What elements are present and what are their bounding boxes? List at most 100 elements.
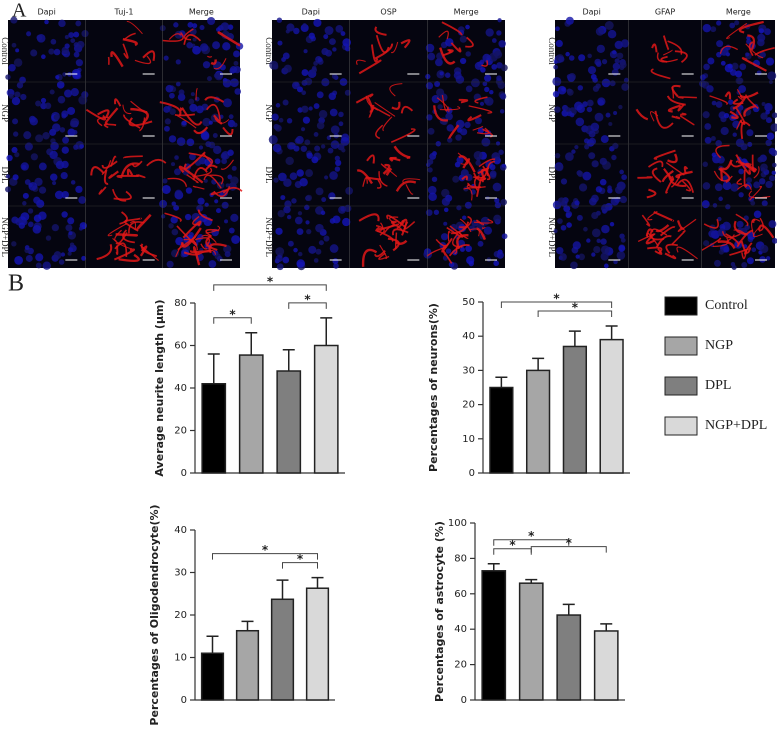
y-tick-label: 40	[462, 331, 475, 342]
cell-process	[186, 174, 199, 184]
cell-process	[748, 190, 771, 199]
nucleus	[738, 168, 745, 175]
nucleus	[68, 231, 73, 236]
nucleus	[190, 92, 195, 97]
cell-process	[355, 59, 366, 66]
nucleus	[770, 123, 777, 132]
nucleus	[618, 104, 623, 110]
bar	[525, 369, 551, 474]
nucleus	[222, 98, 232, 108]
nucleus	[747, 141, 753, 147]
nucleus	[197, 197, 205, 205]
nucleus	[313, 258, 319, 263]
error-bar	[276, 579, 289, 600]
nucleus	[338, 121, 344, 127]
cell-process	[206, 103, 221, 121]
nucleus	[445, 112, 453, 121]
nucleus	[718, 196, 723, 202]
significance-bracket	[530, 546, 607, 553]
cell-process	[222, 186, 243, 194]
nucleus	[24, 142, 33, 151]
cell-process	[663, 168, 675, 181]
y-tick-label: 20	[174, 426, 187, 437]
cell-process	[205, 228, 220, 238]
nucleus	[174, 189, 183, 198]
cell-process	[375, 124, 384, 140]
nucleus	[49, 89, 55, 95]
nucleus	[334, 155, 340, 161]
nucleus	[476, 157, 481, 162]
nucleus	[566, 88, 574, 96]
nucleus	[341, 148, 346, 153]
y-tick-label: 10	[462, 434, 475, 445]
cell-process	[380, 163, 398, 178]
nucleus	[435, 58, 443, 67]
cell-process	[441, 21, 463, 36]
cell-process	[709, 95, 729, 105]
nucleus	[702, 111, 710, 119]
nucleus	[50, 38, 57, 45]
cell-process	[735, 213, 749, 227]
cell-process	[96, 243, 113, 261]
cell-process	[375, 224, 385, 236]
nucleus	[216, 181, 225, 190]
nucleus	[604, 21, 614, 30]
nucleus	[745, 52, 750, 57]
nucleus	[329, 244, 339, 253]
nucleus	[435, 141, 442, 147]
cell-process	[192, 215, 201, 226]
nucleus	[315, 248, 322, 255]
nucleus	[578, 253, 586, 261]
nucleus	[200, 131, 210, 140]
nucleus	[439, 71, 444, 76]
nucleus	[583, 226, 588, 232]
nucleus	[325, 49, 333, 57]
nucleus	[614, 58, 620, 64]
nucleus	[593, 245, 601, 254]
cell-process	[651, 43, 658, 53]
nucleus	[714, 183, 723, 192]
nucleus	[501, 163, 506, 168]
nucleus	[500, 198, 507, 206]
cell-process	[104, 107, 119, 125]
cell-process	[671, 84, 681, 98]
nucleus	[340, 31, 346, 36]
nucleus	[61, 110, 69, 118]
y-tick-label: 30	[462, 365, 475, 376]
nucleus	[342, 217, 351, 227]
nucleus	[228, 114, 234, 120]
cell-process	[751, 218, 756, 223]
cell-process	[736, 89, 743, 100]
cell-process	[112, 238, 133, 250]
nucleus	[320, 210, 326, 216]
legend-swatch	[664, 376, 698, 396]
nucleus	[52, 123, 61, 132]
nucleus	[596, 238, 601, 244]
nucleus	[12, 174, 19, 181]
cell-process	[220, 159, 234, 170]
nucleus	[60, 171, 68, 180]
cell-process	[183, 251, 201, 256]
cell-process	[476, 127, 490, 135]
nucleus	[565, 51, 570, 57]
cell-process	[452, 233, 463, 248]
nucleus	[231, 165, 237, 171]
nucleus	[722, 181, 732, 191]
nucleus	[473, 150, 483, 160]
nucleus	[434, 81, 441, 87]
cell-process	[159, 101, 182, 117]
row-label: Control	[547, 37, 557, 65]
y-tick-label: 10	[174, 653, 187, 664]
nucleus	[575, 117, 585, 127]
cell-process	[112, 188, 127, 202]
cell-process	[448, 124, 460, 139]
cell-process	[358, 59, 382, 75]
nucleus	[460, 128, 468, 136]
cell-process	[129, 220, 137, 231]
cell-process	[721, 231, 741, 239]
column-label: Merge	[454, 8, 479, 17]
nucleus	[161, 184, 171, 194]
nucleus	[5, 174, 11, 179]
nucleus	[65, 224, 73, 232]
